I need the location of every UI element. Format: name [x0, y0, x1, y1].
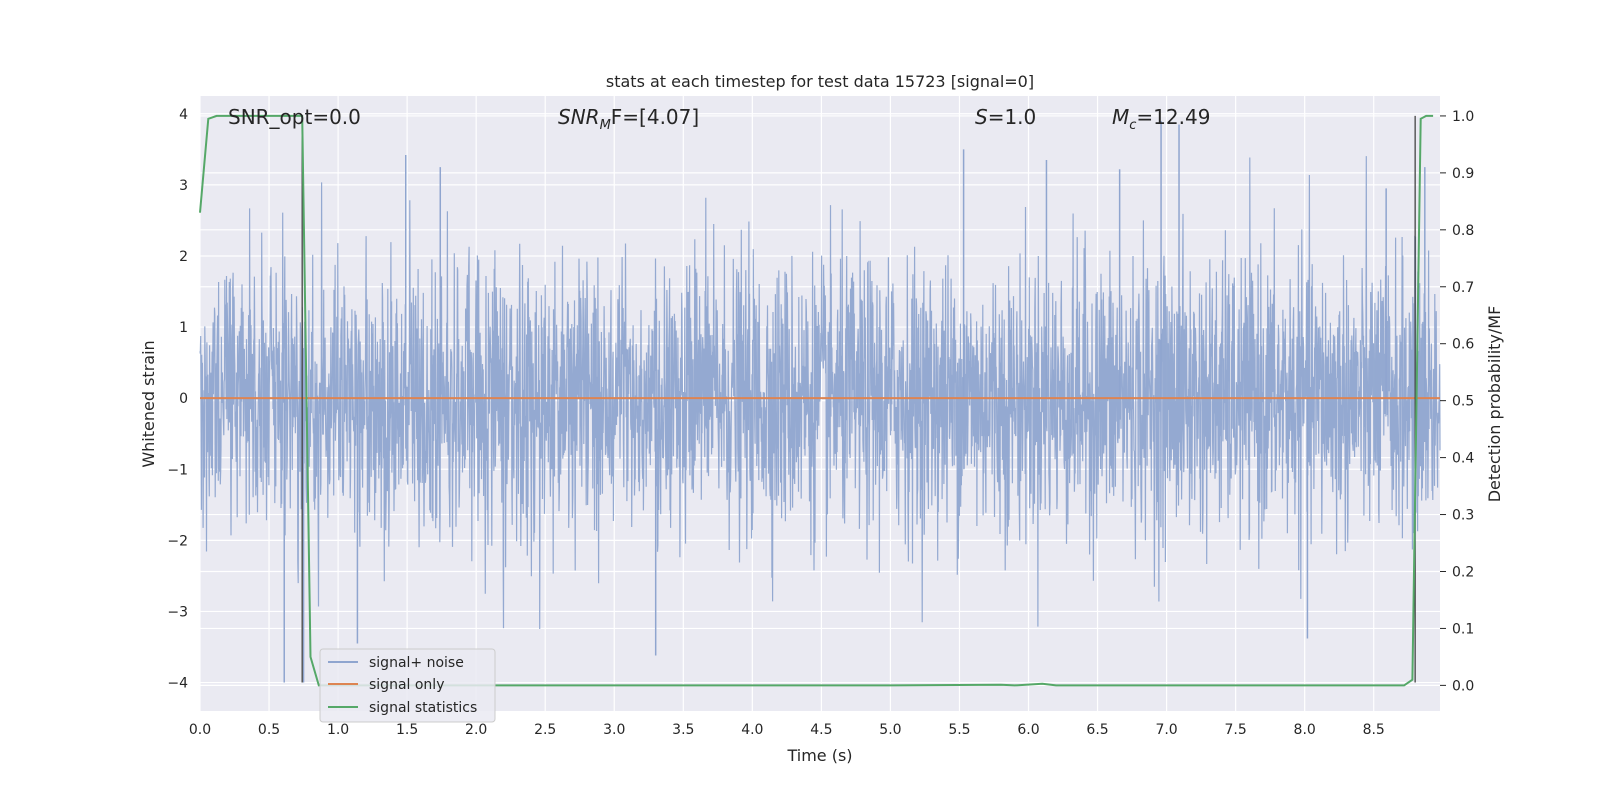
- y-tick-label-6: 2: [179, 249, 188, 265]
- y-right-tick-label-10: 1.0: [1452, 109, 1474, 125]
- y-tick-label-5: 1: [179, 320, 188, 336]
- x-tick-label-10: 5.0: [879, 722, 901, 738]
- x-tick-label-8: 4.0: [741, 722, 763, 738]
- legend-label-statistics: signal statistics: [369, 700, 477, 716]
- annotation-snr-opt: SNR_opt=0.0: [228, 105, 361, 129]
- y-right-axis-label: Detection probability/MF: [1485, 306, 1504, 503]
- x-tick-label-3: 1.5: [396, 722, 418, 738]
- y-right-tick-label-4: 0.4: [1452, 451, 1474, 467]
- x-tick-label-9: 4.5: [810, 722, 832, 738]
- y-tick-label-4: 0: [179, 391, 188, 407]
- x-axis-ticks: 0.0 0.5 1.0 1.5 2.0 2.5 3.0 3.5 4.0 4.5 5.0 5.5 6.0 6…: [189, 722, 1385, 738]
- legend: signal+ noise signal only signal statist…: [319, 648, 496, 723]
- statistics-line: [199, 114, 1434, 687]
- y-right-tick-label-0: 0.0: [1452, 678, 1474, 694]
- s-var: S: [975, 105, 988, 129]
- x-tick-label-14: 7.0: [1155, 722, 1177, 738]
- y-right-tick-label-7: 0.7: [1452, 280, 1474, 296]
- x-tick-label-17: 8.5: [1363, 722, 1385, 738]
- x-tick-label-4: 2.0: [465, 722, 487, 738]
- legend-box: [319, 648, 496, 723]
- y-axis-ticks: −4 −3 −2 −1 0 1 2 3 4: [167, 107, 188, 692]
- y-axis-label: Whitened strain: [139, 340, 158, 467]
- y-tick-label-2: −2: [167, 533, 188, 549]
- legend-label-noise: signal+ noise: [369, 655, 464, 671]
- vertical-markers: [301, 115, 1416, 683]
- y-tick-label-7: 3: [179, 178, 188, 194]
- snr-mf-suffix: F=[4.07]: [611, 105, 699, 129]
- legend-label-signal-only: signal only: [369, 677, 444, 693]
- snr-mf-sub: M: [600, 118, 611, 133]
- mc-value: =12.49: [1136, 105, 1210, 129]
- y-tick-label-8: 4: [179, 107, 188, 123]
- y-right-tick-label-2: 0.2: [1452, 564, 1474, 580]
- mc-sub: c: [1129, 118, 1136, 133]
- y-tick-label-1: −3: [167, 604, 188, 620]
- x-tick-label-13: 6.5: [1086, 722, 1108, 738]
- x-tick-label-6: 3.0: [603, 722, 625, 738]
- x-tick-label-12: 6.0: [1017, 722, 1039, 738]
- annotation-snr-mf: SNRMF=[4.07]: [558, 105, 699, 133]
- series-signal-statistics: [199, 114, 1434, 687]
- chart-title: stats at each timestep for test data 157…: [606, 72, 1034, 91]
- y-right-tick-label-1: 0.1: [1452, 621, 1474, 637]
- y-right-tick-label-3: 0.3: [1452, 508, 1474, 524]
- x-tick-label-11: 5.5: [948, 722, 970, 738]
- x-tick-label-1: 0.5: [258, 722, 280, 738]
- snr-mf-prefix: SNR: [558, 105, 600, 129]
- x-tick-label-5: 2.5: [534, 722, 556, 738]
- mc-var: M: [1112, 105, 1129, 129]
- y-right-tick-label-9: 0.9: [1452, 166, 1474, 182]
- annotation-mc: Mc=12.49: [1112, 105, 1210, 133]
- y-right-tick-label-6: 0.6: [1452, 337, 1474, 353]
- y-right-axis-ticks: 0.0 0.1 0.2 0.3 0.4 0.5 0.6 0.7 0.8 0.9 1.0: [1440, 109, 1474, 694]
- y-tick-label-0: −4: [167, 676, 188, 692]
- y-tick-label-3: −1: [167, 462, 188, 478]
- x-tick-label-0: 0.0: [189, 722, 211, 738]
- x-tick-label-16: 8.0: [1294, 722, 1316, 738]
- x-tick-label-2: 1.0: [327, 722, 349, 738]
- y-right-tick-label-5: 0.5: [1452, 394, 1474, 410]
- x-tick-label-7: 3.5: [672, 722, 694, 738]
- x-tick-label-15: 7.5: [1225, 722, 1247, 738]
- x-axis-label: Time (s): [786, 746, 852, 765]
- annotation-s: S=1.0: [975, 105, 1036, 129]
- s-value: =1.0: [988, 105, 1037, 129]
- y-right-tick-label-8: 0.8: [1452, 223, 1474, 239]
